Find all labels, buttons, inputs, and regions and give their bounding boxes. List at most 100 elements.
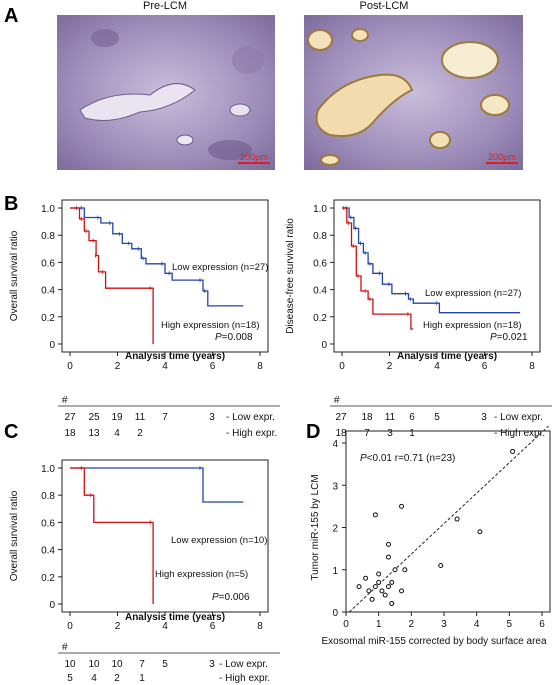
- risk-table-cell: 3: [481, 412, 487, 423]
- x-tick-label: 0: [343, 619, 349, 630]
- x-tick-label: 0: [339, 361, 345, 372]
- scatter-point: [477, 529, 483, 535]
- scatter-point: [385, 541, 391, 547]
- post-lcm-micrograph: [304, 15, 523, 170]
- risk-table-row-label: - Low expr.: [219, 659, 268, 670]
- x-tick-label: 8: [257, 361, 263, 372]
- x-tick-label: 5: [507, 619, 513, 630]
- risk-table-header: #: [334, 395, 340, 406]
- y-tick-label: 0.2: [41, 313, 55, 324]
- risk-table-cell: 13: [88, 428, 100, 439]
- y-tick-label: 1.0: [41, 464, 55, 475]
- risk-table-cell: 4: [114, 428, 120, 439]
- y-tick-label: 0.6: [313, 258, 327, 269]
- risk-table-cell: 7: [162, 412, 168, 423]
- scatter-point: [454, 516, 460, 522]
- x-tick-label: 4: [162, 621, 168, 632]
- risk-table-cell: 27: [335, 412, 347, 423]
- risk-table-cell: 18: [335, 428, 347, 439]
- y-tick-label: 0.8: [313, 231, 327, 242]
- scatter-point: [372, 584, 378, 590]
- risk-table-cell: 27: [64, 412, 76, 423]
- risk-table-cell: 3: [209, 659, 215, 670]
- risk-table-cell: 1: [139, 673, 145, 684]
- pre-lcm-title: Pre-LCM: [143, 0, 187, 12]
- y-tick-label: 0: [49, 340, 55, 351]
- scatter-point: [366, 588, 372, 594]
- risk-table-cell: 3: [387, 428, 393, 439]
- scatter-point: [379, 588, 385, 594]
- x-tick-label: 6: [539, 619, 545, 630]
- series-label-high: High expression (n=18): [161, 320, 259, 331]
- fit-line: [348, 425, 549, 613]
- km-curve-high: [70, 207, 154, 344]
- risk-table-cell: 11: [385, 412, 396, 423]
- scatter-point: [376, 579, 382, 585]
- risk-table-cell: 6: [409, 412, 415, 423]
- x-tick-label: 6: [482, 361, 488, 372]
- scatter-point: [385, 554, 391, 560]
- series-label-low: Low expression (n=27): [425, 288, 521, 299]
- risk-table-row-label: - High expr.: [494, 428, 545, 439]
- scale-bar-label-left: 200μm: [240, 152, 268, 162]
- x-axis-label: Analysis time (years): [125, 612, 225, 623]
- y-tick-label: 0.8: [41, 231, 55, 242]
- p-value-label: P=0.008: [215, 332, 253, 343]
- scatter-point: [372, 512, 378, 518]
- series-label-low: Low expression (n=10): [171, 535, 267, 546]
- km-chart-b_left: 0 0.2 0.4 0.6 0.8 1.0 0 2 4 6 8 Analysis time (year…: [9, 199, 280, 439]
- km-curve-low: [70, 467, 244, 503]
- risk-table-row-label: - High expr.: [226, 428, 277, 439]
- panel-label-d: D: [306, 421, 320, 443]
- y-tick-label: 4: [332, 439, 338, 450]
- y-tick-label: 1.0: [41, 204, 55, 215]
- series-label-high: High expression (n=5): [155, 569, 248, 580]
- y-axis-label: Disease-free survival ratio: [285, 218, 296, 334]
- y-tick-label: 0.4: [41, 546, 55, 557]
- y-axis-label: Overall survival ratio: [9, 490, 20, 581]
- panel-label-a: A: [4, 5, 18, 27]
- risk-table-cell: 18: [361, 412, 373, 423]
- y-tick-label: 0.4: [41, 286, 55, 297]
- risk-table-cell: 5: [162, 659, 168, 670]
- y-tick-label: 0: [332, 608, 338, 619]
- y-axis-label: Overall survival ratio: [9, 230, 20, 321]
- x-tick-label: 2: [409, 619, 415, 630]
- risk-table-cell: 11: [135, 412, 146, 423]
- risk-table-cell: 7: [139, 659, 145, 670]
- risk-table-cell: 2: [137, 428, 143, 439]
- scatter-point: [376, 571, 382, 577]
- risk-table-header: #: [62, 642, 68, 653]
- pre-lcm-micrograph: [57, 15, 275, 170]
- km-curve-low: [70, 207, 244, 307]
- y-tick-label: 0.2: [41, 573, 55, 584]
- y-tick-label: 0.6: [41, 518, 55, 529]
- x-tick-label: 0: [67, 361, 73, 372]
- series-label-low: Low expression (n=27): [172, 262, 268, 273]
- risk-table-cell: 4: [91, 673, 97, 684]
- x-tick-label: 2: [387, 361, 393, 372]
- km-chart-c: 0 0.2 0.4 0.6 0.8 1.0 0 2 4 6 8 Analysis time (year…: [9, 459, 280, 684]
- p-value-label: P=0.006: [212, 592, 250, 603]
- scatter-point: [399, 503, 405, 509]
- risk-table-cell: 1: [409, 428, 415, 439]
- scatter-point: [369, 596, 375, 602]
- y-tick-label: 0.4: [313, 286, 327, 297]
- x-tick-label: 6: [210, 361, 216, 372]
- scatter-point: [356, 584, 362, 590]
- risk-table-cell: 7: [364, 428, 370, 439]
- risk-table-cell: 10: [88, 659, 100, 670]
- post-lcm-title: Post-LCM: [360, 0, 409, 12]
- km-chart-b_right: 0 0.2 0.4 0.6 0.8 1.0 0 2 4 6 8 Analysis time (year…: [285, 199, 552, 439]
- risk-table-cell: 18: [64, 428, 76, 439]
- x-tick-label: 2: [115, 621, 121, 632]
- risk-table-row-label: - Low expr.: [494, 412, 543, 423]
- x-tick-label: 4: [434, 361, 440, 372]
- correlation-annotation: P<0.01 r=0.71 (n=23): [360, 453, 455, 464]
- y-tick-label: 2: [332, 524, 338, 535]
- scatter-point: [389, 601, 395, 607]
- x-tick-label: 1: [376, 619, 382, 630]
- scatter-point: [510, 448, 516, 454]
- scatter-point: [402, 567, 408, 573]
